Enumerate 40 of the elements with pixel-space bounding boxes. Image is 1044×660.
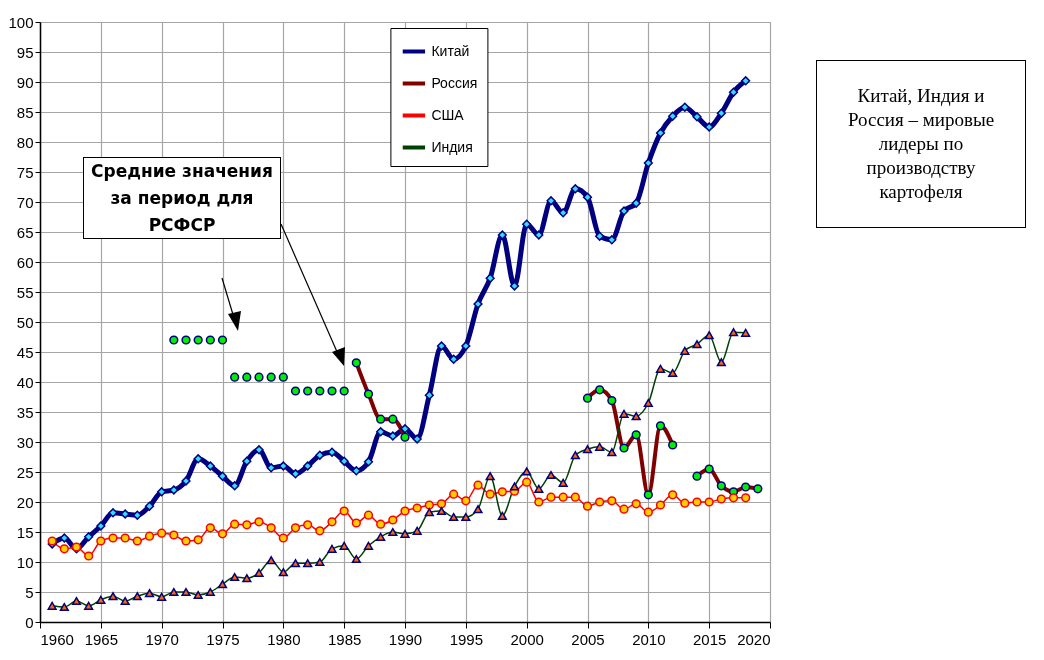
text: Китай, Индия и Россия – мировые лидеры по производству картофеля (816, 60, 1026, 228)
legend-label: США (431, 106, 465, 123)
x-tick-label: 1960 (40, 630, 74, 648)
x-tick-label: 2005 (571, 630, 605, 648)
x-tick-label: 1995 (449, 630, 484, 648)
legend-label: Индия (431, 138, 473, 155)
y-tick-label: 60 (16, 253, 34, 271)
y-tick-label: 65 (16, 223, 34, 241)
y-tick-label: 0 (25, 613, 34, 631)
x-tick-label: 1985 (327, 630, 362, 648)
x-tick-label: 1975 (206, 630, 240, 648)
x-tick-label: 2000 (510, 630, 544, 648)
y-tick-label: 15 (16, 523, 34, 541)
x-tick-label: 1965 (84, 630, 119, 648)
y-tick-label: 70 (16, 193, 34, 211)
y-tick-label: 80 (16, 133, 34, 151)
y-tick-label: 100 (8, 13, 34, 31)
y-tick-label: 5 (25, 583, 34, 601)
y-tick-label: 40 (16, 373, 34, 391)
annotation: Средние значения за период для РСФСР (83, 157, 281, 239)
x-tick-label: 2010 (632, 630, 666, 648)
y-tick-label: 25 (16, 463, 34, 481)
legend-label: Россия (431, 74, 478, 91)
y-tick-label: 35 (16, 403, 34, 421)
x-tick-label: 1980 (267, 630, 301, 648)
y-tick-label: 75 (16, 163, 34, 181)
x-tick-label: 1990 (388, 630, 423, 648)
x-tick-label: 2015 (692, 630, 727, 648)
y-tick-label: 10 (16, 553, 34, 571)
y-tick-label: 85 (16, 103, 34, 121)
y-tick-label: 20 (16, 493, 34, 511)
y-tick-label: 50 (16, 313, 34, 331)
y-tick-label: 45 (16, 343, 34, 361)
y-tick-label: 90 (16, 73, 34, 91)
y-tick-label: 30 (16, 433, 34, 451)
y-tick-label: 95 (16, 43, 34, 61)
x-tick-label: 2020 (737, 630, 771, 648)
legend-label: Китай (431, 42, 470, 59)
y-tick-label: 55 (16, 283, 34, 301)
x-tick-label: 1970 (145, 630, 179, 648)
